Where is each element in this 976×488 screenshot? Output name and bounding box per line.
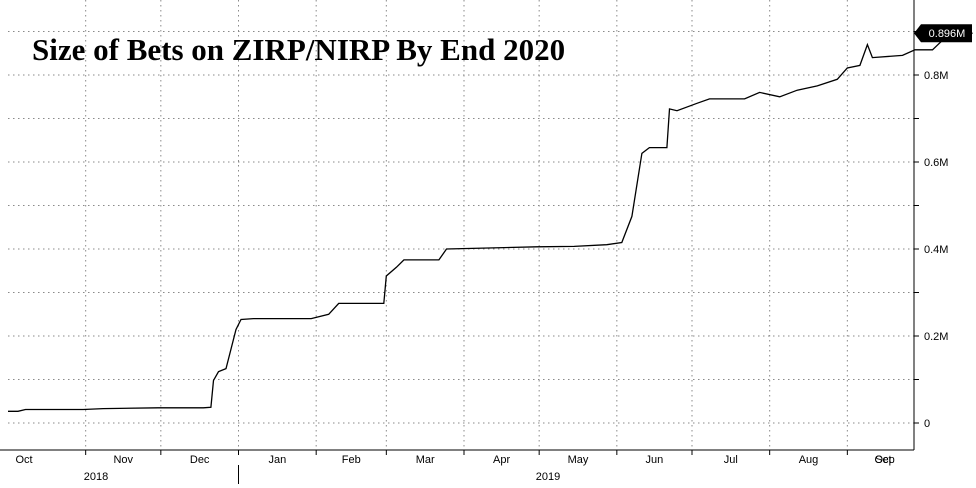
x-tick-label: Jan	[268, 454, 286, 466]
x-tick-label: Oct	[15, 454, 32, 466]
label-layer: 0 0.2M 0.4M 0.6M 0.8M Oct Nov Dec Jan Feb Mar Apr Ma…	[15, 24, 972, 483]
chart-title: Size of Bets on ZIRP/NIRP By End 2020	[32, 32, 565, 67]
x-tick-label: Mar	[416, 454, 435, 466]
x-tick-label: Oct	[874, 454, 891, 466]
last-value-label: 0.896M	[929, 28, 966, 40]
x-tick-label: Jul	[724, 454, 738, 466]
x-tick-label: Jun	[646, 454, 664, 466]
x-tick-label: Nov	[113, 454, 133, 466]
x-year-label: 2018	[84, 471, 108, 483]
axis-layer	[0, 0, 919, 484]
x-tick-label: Dec	[190, 454, 210, 466]
y-tick-label: 0.2M	[924, 331, 948, 343]
x-year-label: 2019	[536, 471, 560, 483]
y-tick-label: 0.8M	[924, 70, 948, 82]
grid-layer	[8, 0, 914, 450]
last-value-marker: 0.896M	[914, 24, 972, 43]
x-tick-label: Apr	[493, 454, 510, 466]
series-line	[8, 32, 973, 412]
y-tick-label: 0.4M	[924, 244, 948, 256]
x-tick-label: Aug	[799, 454, 819, 466]
x-tick-label: Feb	[342, 454, 361, 466]
x-tick-label: Sep	[875, 454, 895, 466]
y-tick-label: 0.6M	[924, 157, 948, 169]
y-tick-label: 0	[924, 418, 930, 430]
x-tick-label: May	[568, 454, 589, 466]
